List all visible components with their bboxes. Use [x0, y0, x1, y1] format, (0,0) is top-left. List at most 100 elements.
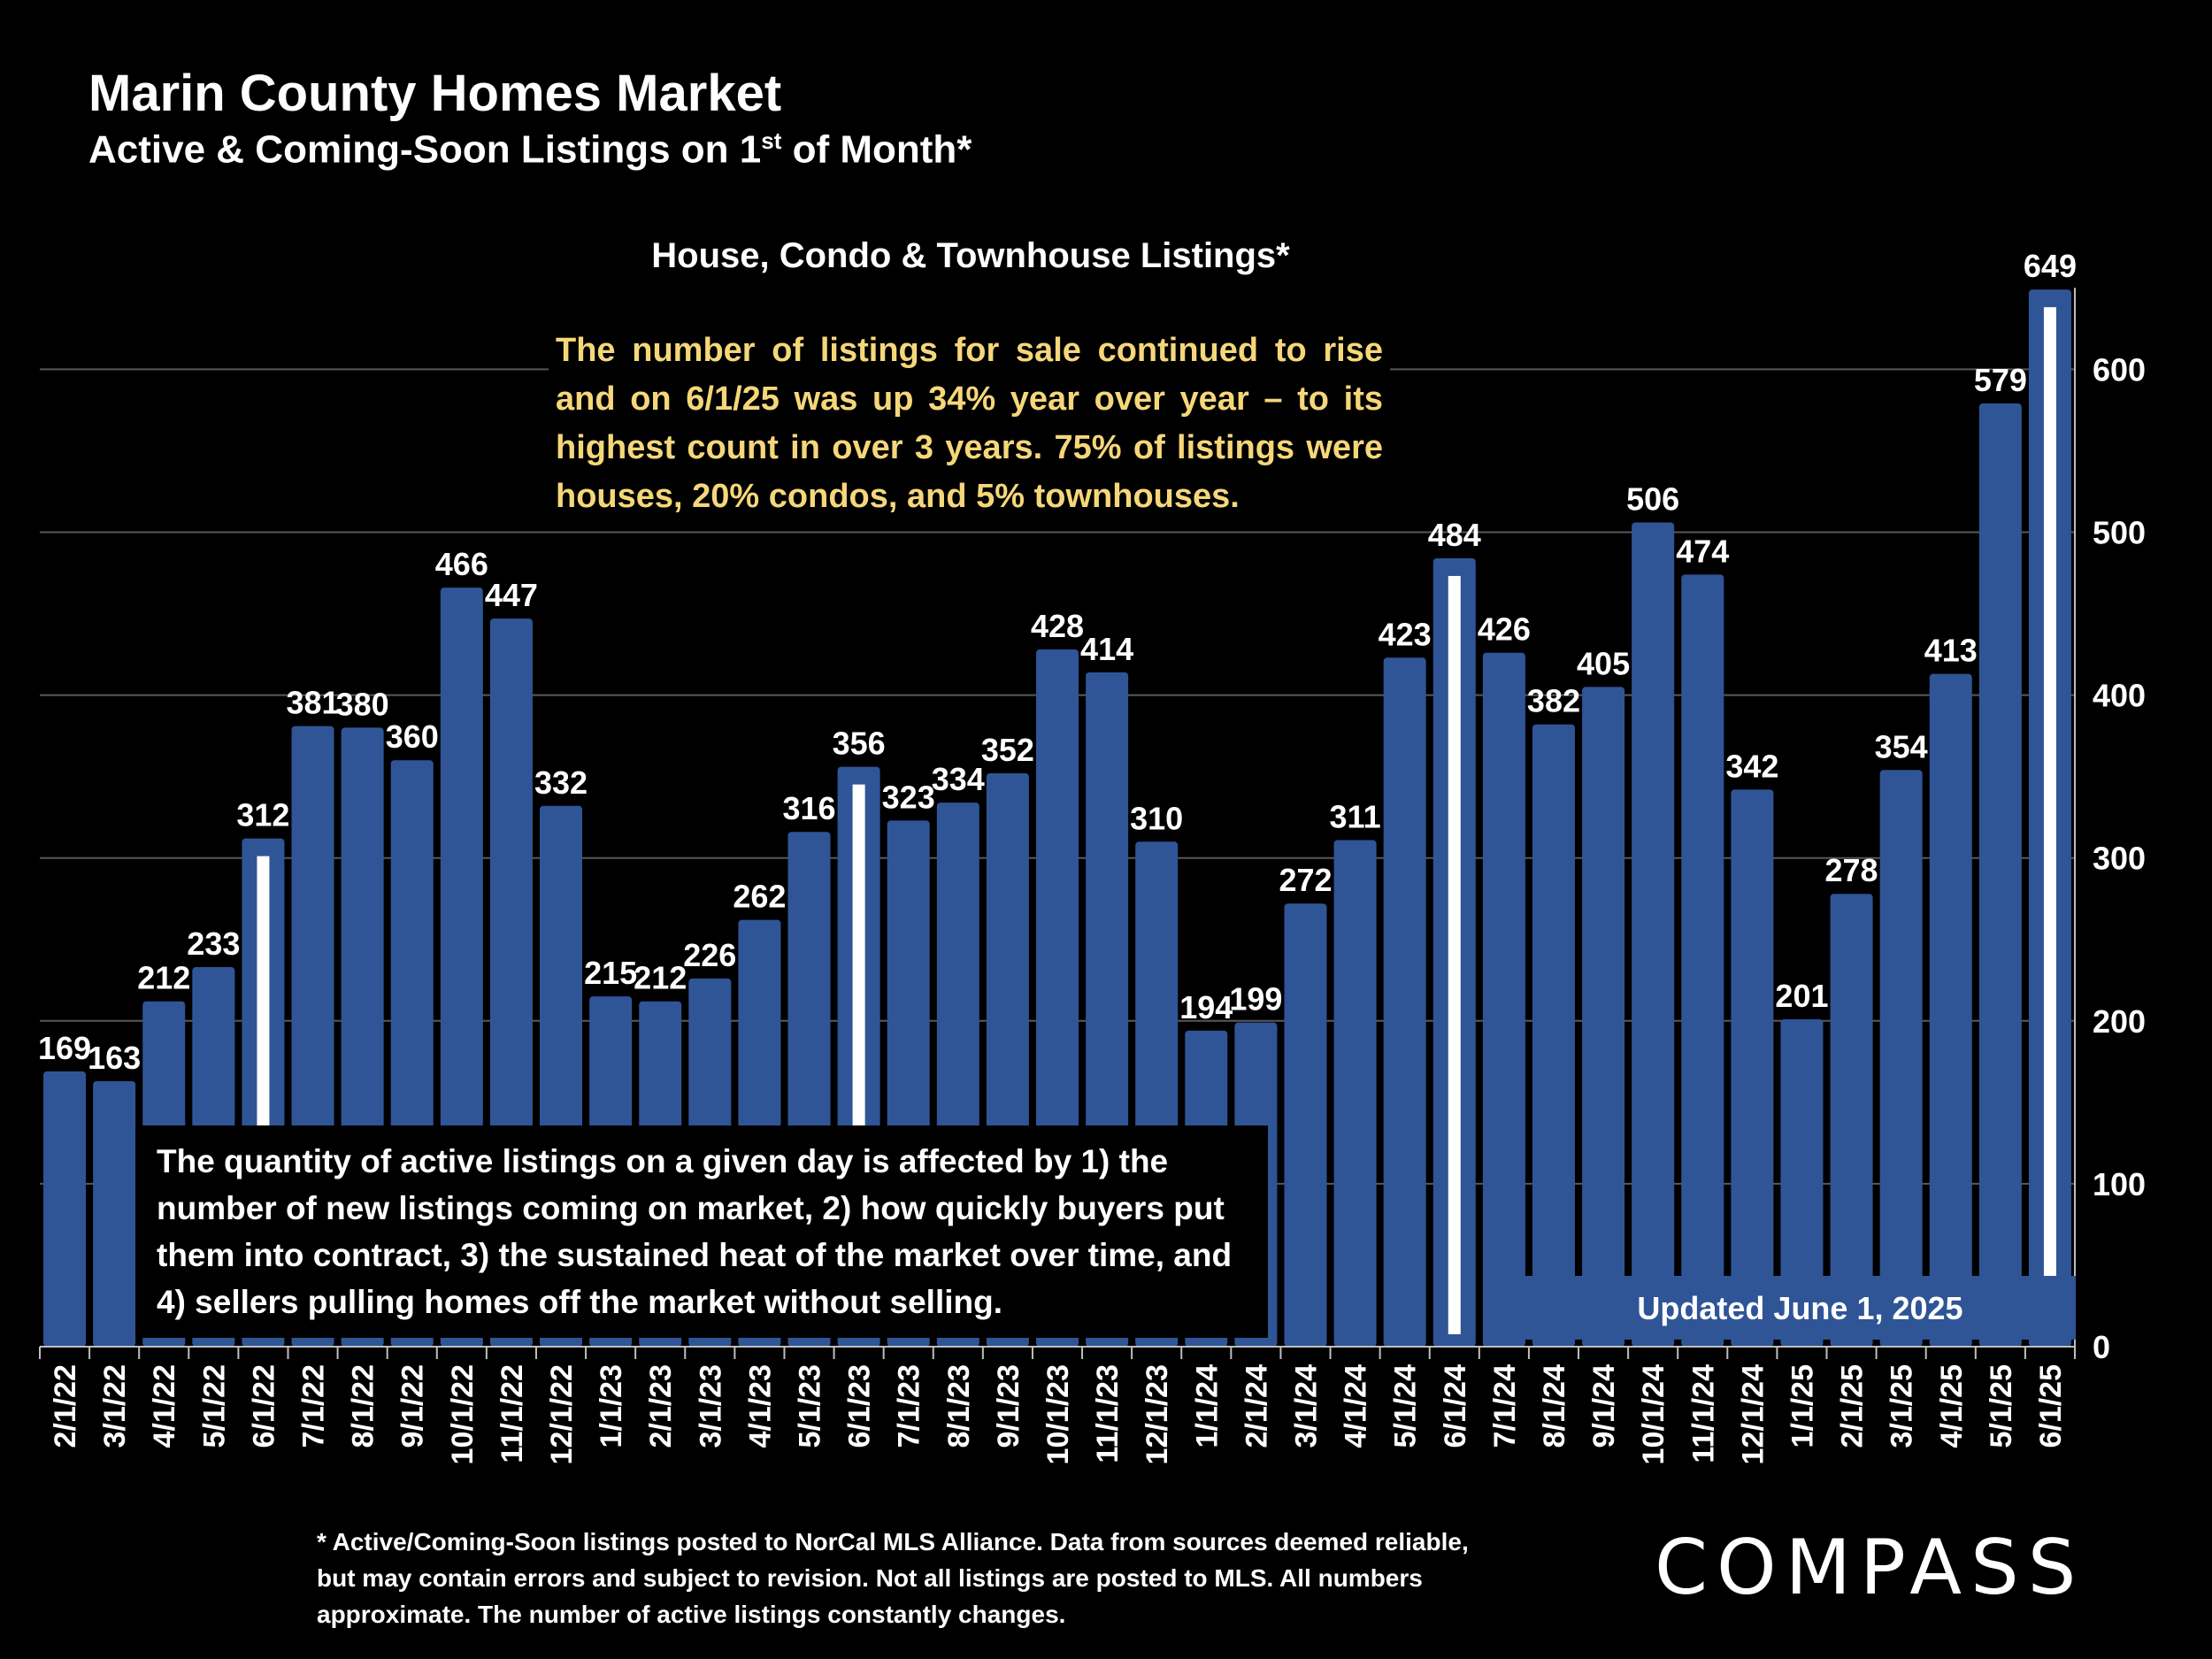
x-tick-label: 8/1/23 [942, 1364, 976, 1448]
data-label: 380 [336, 686, 389, 722]
data-label: 310 [1130, 800, 1183, 836]
bar [1383, 657, 1426, 1347]
x-tick-label: 4/1/24 [1340, 1364, 1373, 1448]
data-label: 354 [1875, 728, 1928, 764]
x-tick-label: 3/1/23 [694, 1364, 727, 1448]
highlight-note: The number of listings for sale continue… [549, 323, 1390, 525]
data-label: 215 [584, 955, 637, 991]
footnote: * Active/Coming-Soon listings posted to … [317, 1528, 1469, 1628]
x-tick-label: 8/1/22 [347, 1364, 380, 1448]
x-tick-label: 5/1/24 [1389, 1364, 1423, 1448]
data-label: 342 [1725, 748, 1778, 784]
x-tick-label: 4/1/22 [148, 1364, 181, 1448]
x-tick-label: 9/1/22 [396, 1364, 430, 1448]
data-label: 199 [1229, 981, 1282, 1018]
data-label: 484 [1428, 517, 1481, 553]
data-label: 262 [733, 879, 786, 915]
bar [1780, 1018, 1824, 1347]
bar [1929, 673, 1972, 1347]
chart-heading: House, Condo & Townhouse Listings* [651, 236, 1290, 275]
y-tick-label: 200 [2093, 1003, 2146, 1040]
x-tick-label: 3/1/22 [98, 1364, 132, 1448]
data-label: 360 [386, 718, 439, 755]
x-tick-label: 6/1/23 [843, 1364, 877, 1448]
x-tick-label: 9/1/24 [1587, 1364, 1621, 1448]
x-tick-label: 11/1/22 [495, 1364, 529, 1463]
bar-highlight [2043, 307, 2056, 1334]
data-label: 332 [534, 764, 588, 801]
x-tick-label: 2/1/24 [1240, 1364, 1273, 1448]
page-subtitle: Active & Coming-Soon Listings on 1st of … [88, 127, 972, 173]
x-tick-label: 7/1/24 [1488, 1364, 1522, 1448]
x-tick-label: 10/1/24 [1637, 1364, 1671, 1465]
data-label: 194 [1179, 989, 1233, 1025]
data-label: 423 [1379, 616, 1432, 652]
data-label: 278 [1825, 852, 1878, 888]
bar [1632, 522, 1675, 1347]
x-tick-label: 4/1/25 [1935, 1364, 1969, 1448]
bar [1830, 894, 1873, 1347]
x-tick-label: 3/1/24 [1289, 1364, 1323, 1448]
x-tick-label: 3/1/25 [1886, 1364, 1919, 1448]
data-label: 352 [981, 732, 1034, 768]
data-label: 272 [1279, 862, 1332, 898]
bar [1681, 574, 1724, 1347]
data-label: 405 [1577, 645, 1630, 681]
x-tick-label: 11/1/23 [1091, 1364, 1125, 1463]
data-label: 579 [1974, 362, 2027, 398]
x-tick-label: 2/1/22 [49, 1364, 82, 1448]
data-label: 163 [88, 1040, 141, 1076]
x-tick-label: 6/1/25 [2034, 1364, 2068, 1448]
page-title: Marin County Homes Market [88, 65, 782, 122]
updated-badge: Updated June 1, 2025 [1525, 1276, 2076, 1340]
data-label: 414 [1080, 631, 1133, 667]
data-label: 466 [435, 546, 488, 582]
explanation-note: The quantity of active listings on a giv… [135, 1125, 1268, 1338]
bar [1582, 687, 1625, 1347]
bar [1482, 652, 1525, 1347]
bar [93, 1080, 136, 1347]
x-tick-label: 12/1/22 [545, 1364, 579, 1464]
x-tick-label: 10/1/23 [1041, 1364, 1075, 1464]
x-tick-label: 10/1/22 [446, 1364, 480, 1464]
data-label: 226 [683, 937, 736, 973]
data-label: 426 [1478, 611, 1531, 648]
data-label: 356 [833, 726, 886, 762]
bar [1978, 403, 2022, 1347]
bar [1731, 789, 1774, 1347]
data-label: 316 [782, 790, 835, 826]
x-tick-label: 9/1/23 [992, 1364, 1025, 1448]
data-label: 212 [634, 960, 687, 996]
bar [43, 1071, 87, 1347]
x-tick-label: 6/1/22 [247, 1364, 280, 1448]
y-tick-label: 300 [2093, 841, 2146, 877]
subtitle-text-end: of Month* [781, 127, 972, 172]
x-tick-label: 7/1/23 [893, 1364, 926, 1448]
bar [1284, 903, 1327, 1347]
data-label: 212 [137, 960, 190, 996]
x-tick-label: 12/1/24 [1736, 1364, 1770, 1465]
x-tick-label: 5/1/23 [794, 1364, 827, 1448]
x-tick-label: 8/1/24 [1538, 1364, 1571, 1448]
bar [1333, 840, 1377, 1347]
subtitle-text: Active & Coming-Soon Listings on 1 [88, 127, 762, 172]
y-tick-label: 400 [2093, 678, 2146, 714]
x-tick-label: 7/1/22 [297, 1364, 331, 1448]
data-label: 506 [1626, 480, 1679, 517]
data-label: 323 [882, 779, 935, 815]
data-label: 447 [485, 577, 538, 613]
x-tick-label: 11/1/24 [1686, 1364, 1720, 1463]
y-tick-label: 0 [2093, 1329, 2110, 1365]
data-label: 649 [2024, 248, 2077, 284]
x-tick-label: 12/1/23 [1141, 1364, 1174, 1464]
data-label: 382 [1527, 683, 1580, 719]
data-label: 413 [1924, 633, 1978, 669]
data-label: 428 [1031, 608, 1084, 644]
data-label: 201 [1775, 978, 1828, 1014]
x-tick-label: 1/1/24 [1190, 1364, 1224, 1448]
data-label: 381 [286, 685, 339, 721]
x-tick-label: 1/1/23 [595, 1364, 628, 1448]
x-tick-label: 2/1/23 [644, 1364, 678, 1448]
x-tick-label: 4/1/23 [743, 1364, 777, 1448]
y-tick-label: 100 [2093, 1166, 2146, 1202]
